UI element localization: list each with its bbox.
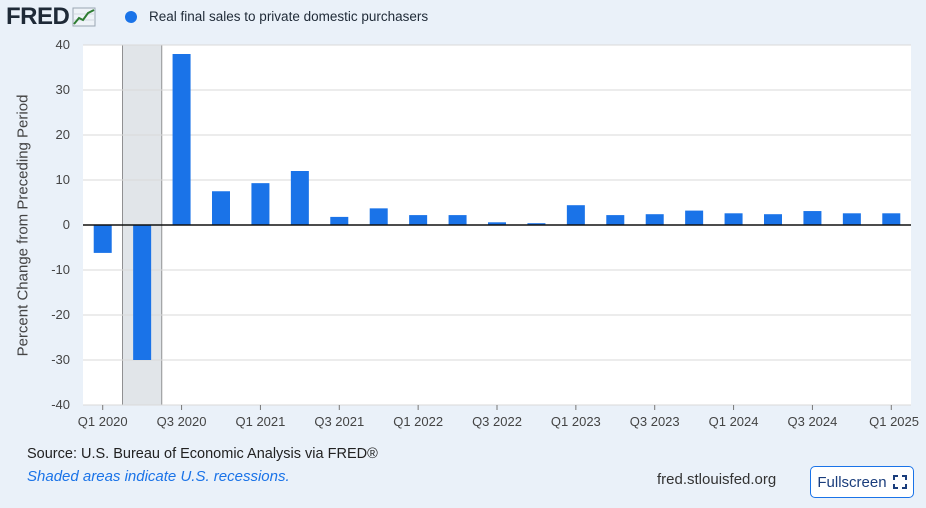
y-tick-label: -10 bbox=[51, 262, 70, 277]
fred-logo-text: FRED bbox=[6, 3, 70, 30]
bar-q1-2020[interactable] bbox=[93, 225, 112, 253]
y-tick-label: 20 bbox=[56, 127, 70, 142]
x-tick-label: Q1 2025 bbox=[869, 414, 919, 429]
fullscreen-button[interactable]: Fullscreen bbox=[810, 466, 914, 498]
x-tick-label: Q3 2020 bbox=[157, 414, 207, 429]
legend-series-label: Real final sales to private domestic pur… bbox=[149, 9, 429, 24]
bar-q3-2020[interactable] bbox=[172, 54, 191, 225]
bar-q4-2020[interactable] bbox=[212, 191, 230, 225]
x-tick-label: Q3 2023 bbox=[630, 414, 680, 429]
recession-note: Shaded areas indicate U.S. recessions. bbox=[27, 468, 290, 485]
bar-q3-2023[interactable] bbox=[645, 214, 664, 225]
source-text: U.S. Bureau of Economic Analysis via FRE… bbox=[81, 446, 378, 462]
bar-q4-2021[interactable] bbox=[369, 208, 388, 225]
bar-q3-2024[interactable] bbox=[803, 211, 822, 225]
x-tick-label: Q1 2023 bbox=[551, 414, 601, 429]
bar-q1-2023[interactable] bbox=[566, 205, 585, 225]
bar-q2-2023[interactable] bbox=[606, 215, 625, 225]
bar-q2-2024[interactable] bbox=[764, 214, 782, 225]
chart-header: FRED Real final sales to private domesti… bbox=[0, 0, 926, 34]
y-tick-label: 0 bbox=[63, 217, 70, 232]
chart-legend: Real final sales to private domestic pur… bbox=[125, 9, 428, 24]
y-tick-label: -20 bbox=[51, 307, 70, 322]
x-tick-label: Q1 2022 bbox=[393, 414, 443, 429]
x-tick-label: Q3 2022 bbox=[472, 414, 522, 429]
fred-logo[interactable]: FRED bbox=[6, 3, 96, 30]
bar-q2-2022[interactable] bbox=[448, 215, 467, 225]
fullscreen-icon bbox=[892, 475, 907, 489]
site-url[interactable]: fred.stlouisfed.org bbox=[657, 471, 777, 488]
x-tick-label: Q3 2021 bbox=[314, 414, 364, 429]
bar-q1-2021[interactable] bbox=[251, 183, 270, 225]
y-tick-label: 30 bbox=[56, 82, 70, 97]
bar-q2-2021[interactable] bbox=[290, 171, 309, 225]
bar-q4-2022[interactable] bbox=[527, 223, 546, 225]
y-tick-label: 10 bbox=[56, 172, 70, 187]
legend-series-marker bbox=[125, 10, 137, 23]
y-tick-label: -40 bbox=[51, 397, 70, 412]
line-chart-icon bbox=[72, 7, 96, 27]
y-tick-label: -30 bbox=[51, 352, 70, 367]
bar-q4-2024[interactable] bbox=[842, 213, 861, 225]
x-tick-label: Q3 2024 bbox=[787, 414, 837, 429]
bar-q3-2022[interactable] bbox=[488, 222, 506, 225]
x-tick-label: Q1 2024 bbox=[709, 414, 759, 429]
bar-q4-2023[interactable] bbox=[685, 210, 704, 225]
bar-q3-2021[interactable] bbox=[330, 216, 349, 225]
y-tick-label: 40 bbox=[56, 37, 70, 52]
bar-chart: 40 30 20 10 0 -10 -20 -30 -40 Q1 2020 Q3 2020 Q1 2… bbox=[51, 37, 919, 429]
x-tick-label: Q1 2021 bbox=[235, 414, 285, 429]
bar-q1-2025[interactable] bbox=[882, 213, 901, 225]
source-prefix: Source: bbox=[27, 446, 81, 462]
bar-q1-2024[interactable] bbox=[724, 213, 743, 225]
x-tick-label: Q1 2020 bbox=[78, 414, 128, 429]
fullscreen-label: Fullscreen bbox=[817, 473, 887, 491]
bar-q2-2020[interactable] bbox=[133, 225, 152, 360]
source-note: Source: U.S. Bureau of Economic Analysis… bbox=[27, 446, 378, 462]
bar-q1-2022[interactable] bbox=[409, 215, 428, 225]
